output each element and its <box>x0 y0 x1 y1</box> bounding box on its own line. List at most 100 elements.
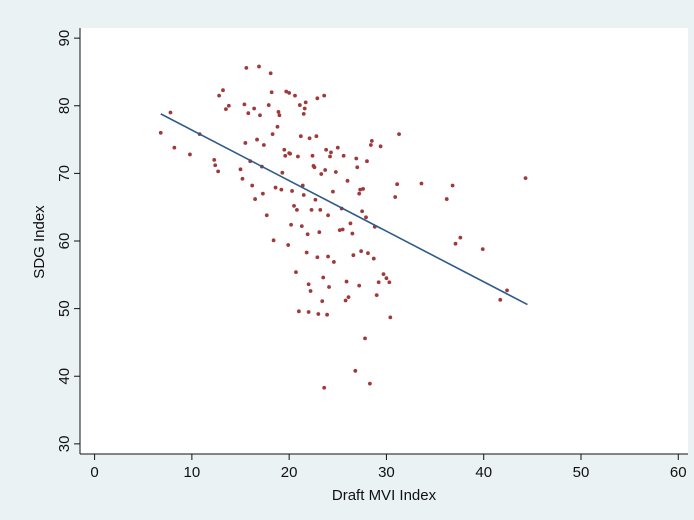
data-point <box>384 276 389 281</box>
data-point <box>337 228 342 233</box>
y-tick-label: 80 <box>56 97 73 114</box>
data-point <box>316 312 321 316</box>
fit-line <box>160 113 528 306</box>
data-point <box>523 176 528 181</box>
data-point <box>270 132 275 137</box>
data-point <box>326 254 330 259</box>
data-point <box>269 90 274 95</box>
data-point <box>345 178 350 183</box>
data-point <box>324 147 329 152</box>
data-point <box>444 197 449 201</box>
data-point <box>246 111 251 116</box>
data-point <box>273 185 278 190</box>
data-point <box>321 275 326 280</box>
data-point <box>360 209 365 214</box>
data-point <box>287 91 292 95</box>
data-point <box>305 232 310 237</box>
data-point <box>224 107 228 112</box>
data-point <box>258 113 262 118</box>
data-point <box>276 109 281 114</box>
data-point <box>357 191 362 196</box>
data-point <box>252 106 257 111</box>
data-point <box>297 103 302 107</box>
data-point <box>388 315 393 320</box>
data-point <box>314 134 319 139</box>
data-point <box>376 280 381 285</box>
data-point <box>315 96 320 101</box>
data-point <box>351 253 356 258</box>
data-point <box>253 197 258 201</box>
data-point <box>397 132 401 137</box>
data-point <box>419 181 424 186</box>
data-point <box>328 154 332 159</box>
data-point <box>217 93 222 98</box>
data-point <box>371 256 376 261</box>
data-point <box>250 183 255 188</box>
data-point <box>280 170 285 175</box>
data-point <box>287 151 292 155</box>
data-point <box>213 163 218 168</box>
data-point <box>359 249 364 254</box>
data-point <box>313 197 318 202</box>
data-point <box>343 298 348 303</box>
data-point <box>498 297 503 302</box>
data-point <box>378 144 383 149</box>
data-point <box>244 65 249 70</box>
y-axis-ticks: 30 40 50 60 70 80 90 <box>56 30 80 452</box>
data-point <box>318 207 323 212</box>
data-point <box>458 235 463 240</box>
data-point <box>325 312 329 317</box>
y-tick-label: 60 <box>56 233 73 250</box>
y-tick-label: 30 <box>56 436 73 453</box>
data-point <box>243 141 248 145</box>
data-point <box>393 195 398 199</box>
data-point <box>284 89 289 94</box>
data-point <box>326 213 330 218</box>
data-point <box>308 289 313 293</box>
data-point <box>387 280 392 285</box>
data-point <box>369 139 374 143</box>
data-point <box>238 167 243 172</box>
data-point <box>283 153 288 158</box>
data-point <box>306 282 311 287</box>
data-point <box>367 381 372 386</box>
data-point <box>168 110 173 115</box>
data-point <box>301 193 306 197</box>
data-point <box>348 221 353 226</box>
data-point <box>266 103 271 107</box>
data-point <box>368 143 373 147</box>
data-point <box>395 182 400 187</box>
data-point <box>275 124 280 129</box>
data-point <box>323 168 328 172</box>
data-point <box>353 368 358 373</box>
data-point <box>319 172 324 176</box>
data-point <box>289 222 293 227</box>
data-point <box>255 137 259 142</box>
data-point <box>298 134 303 139</box>
data-point <box>226 103 231 108</box>
data-point <box>357 283 362 288</box>
x-tick-label: 20 <box>281 464 298 481</box>
data-point <box>381 272 386 277</box>
data-point <box>335 145 340 150</box>
data-point <box>296 309 301 314</box>
data-point <box>365 159 369 164</box>
data-point <box>293 93 297 98</box>
data-point <box>310 153 315 158</box>
data-point <box>188 152 192 157</box>
data-point <box>295 207 299 212</box>
data-point <box>290 189 294 193</box>
fit-line-layer <box>160 113 528 306</box>
data-point <box>322 93 327 98</box>
data-point <box>354 156 359 161</box>
data-point <box>292 203 296 208</box>
x-tick-label: 30 <box>378 464 395 481</box>
y-tick-label: 40 <box>56 368 73 385</box>
data-point <box>350 231 355 236</box>
data-point <box>257 64 261 69</box>
data-point <box>363 336 367 341</box>
y-tick-label: 70 <box>56 165 73 182</box>
x-axis-title: Draft MVI Index <box>332 487 437 504</box>
data-point <box>306 310 311 314</box>
